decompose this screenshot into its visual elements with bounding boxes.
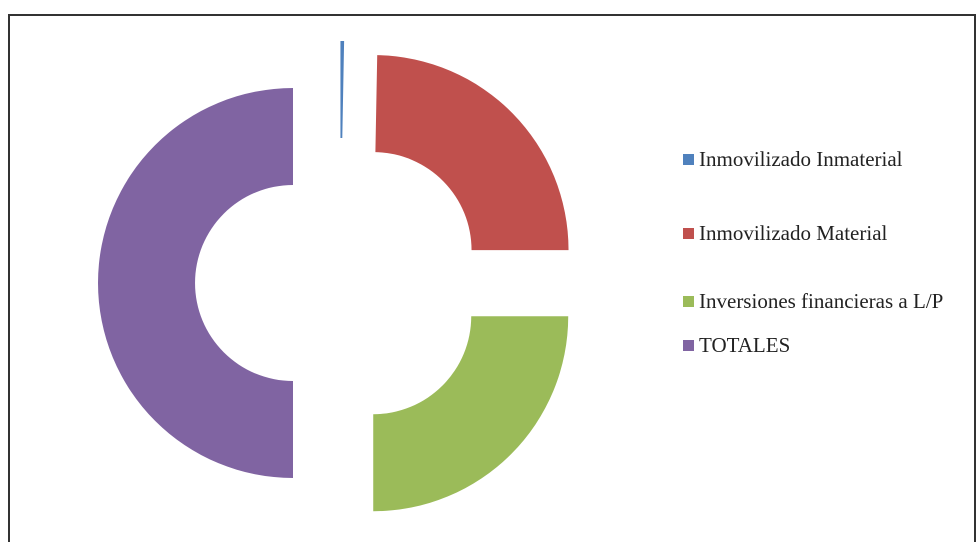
donut-slice [373,316,569,512]
donut-slice [98,88,293,478]
legend-item: Inmovilizado Inmaterial [683,146,973,172]
legend: Inmovilizado Inmaterial Inmovilizado Mate… [683,146,973,358]
legend-label: Inversiones financieras a L/P [699,289,944,313]
legend-swatch [683,296,694,307]
donut-slice [340,41,345,139]
donut-slice [375,55,569,251]
legend-swatch [683,340,694,351]
legend-label: Inmovilizado Material [699,221,888,245]
legend-label: Inmovilizado Inmaterial [699,147,903,171]
legend-item: Inversiones financieras a L/P [683,288,973,314]
chart-frame [8,14,976,542]
legend-item: TOTALES [683,332,973,358]
legend-label: TOTALES [699,333,791,357]
legend-swatch [683,228,694,239]
legend-swatch [683,154,694,165]
legend-item: Inmovilizado Material [683,220,973,246]
